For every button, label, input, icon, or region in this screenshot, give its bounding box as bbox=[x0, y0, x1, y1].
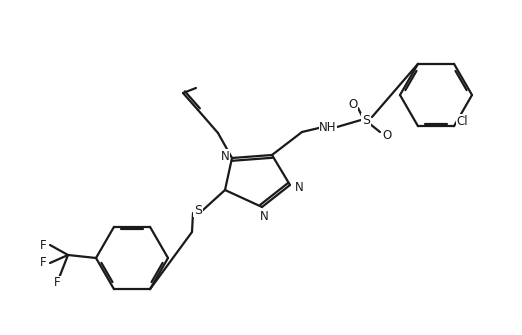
Text: F: F bbox=[40, 257, 46, 269]
Text: Cl: Cl bbox=[456, 115, 468, 128]
Text: N: N bbox=[221, 149, 229, 162]
Text: S: S bbox=[362, 114, 370, 127]
Text: O: O bbox=[383, 129, 392, 141]
Text: N: N bbox=[259, 209, 268, 222]
Text: N: N bbox=[294, 181, 303, 194]
Text: NH: NH bbox=[319, 121, 337, 134]
Text: F: F bbox=[54, 276, 61, 289]
Text: S: S bbox=[194, 203, 202, 216]
Text: F: F bbox=[40, 239, 46, 252]
Text: O: O bbox=[348, 97, 358, 111]
